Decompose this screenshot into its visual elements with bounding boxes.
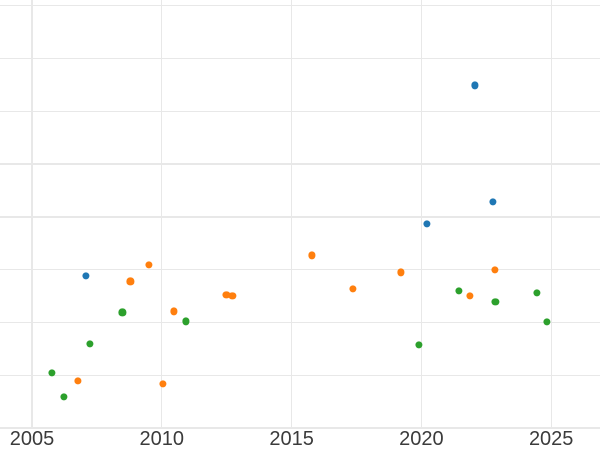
- vertical-gridline: [290, 0, 293, 428]
- horizontal-gridline: [0, 427, 600, 429]
- series-green-point: [543, 318, 551, 326]
- horizontal-gridline: [0, 216, 600, 218]
- horizontal-gridline: [0, 321, 600, 324]
- series-green-point: [48, 369, 56, 377]
- series-green-point: [86, 340, 94, 348]
- horizontal-gridline: [0, 163, 600, 165]
- horizontal-gridline: [0, 269, 600, 271]
- x-tick-label: 2005: [9, 428, 55, 450]
- vertical-gridline: [420, 0, 423, 428]
- horizontal-gridline: [0, 5, 600, 7]
- series-orange-point: [228, 292, 236, 300]
- series-blue-point: [82, 271, 90, 280]
- series-green-point: [455, 287, 463, 295]
- series-orange-point: [74, 376, 82, 385]
- series-orange-point: [145, 261, 153, 269]
- x-tick-label: 2025: [528, 428, 574, 450]
- series-orange-point: [349, 285, 357, 293]
- vertical-gridline: [550, 0, 552, 428]
- horizontal-gridline: [0, 57, 600, 60]
- series-blue-point: [471, 81, 479, 90]
- series-green-point: [182, 317, 190, 326]
- series-orange-point: [307, 251, 316, 260]
- series-green-point: [491, 298, 499, 306]
- horizontal-gridline: [0, 110, 600, 112]
- x-tick-label: 2015: [269, 428, 314, 450]
- series-orange-point: [126, 277, 134, 285]
- series-orange-point: [170, 307, 178, 315]
- series-orange-point: [397, 268, 405, 276]
- series-green-point: [414, 341, 423, 349]
- series-blue-point: [422, 220, 431, 228]
- x-tick-label: 2020: [399, 428, 444, 450]
- series-green-point: [60, 393, 68, 401]
- vertical-gridline: [161, 0, 163, 428]
- x-tick-label: 2010: [139, 428, 185, 450]
- series-orange-point: [466, 292, 474, 300]
- series-orange-point: [491, 266, 499, 274]
- series-green-point: [533, 289, 541, 297]
- series-blue-point: [489, 197, 497, 206]
- horizontal-gridline: [0, 374, 600, 376]
- vertical-gridline: [31, 0, 33, 428]
- series-orange-point: [158, 380, 167, 388]
- series-green-point: [118, 308, 126, 317]
- series-orange-point: [222, 290, 231, 299]
